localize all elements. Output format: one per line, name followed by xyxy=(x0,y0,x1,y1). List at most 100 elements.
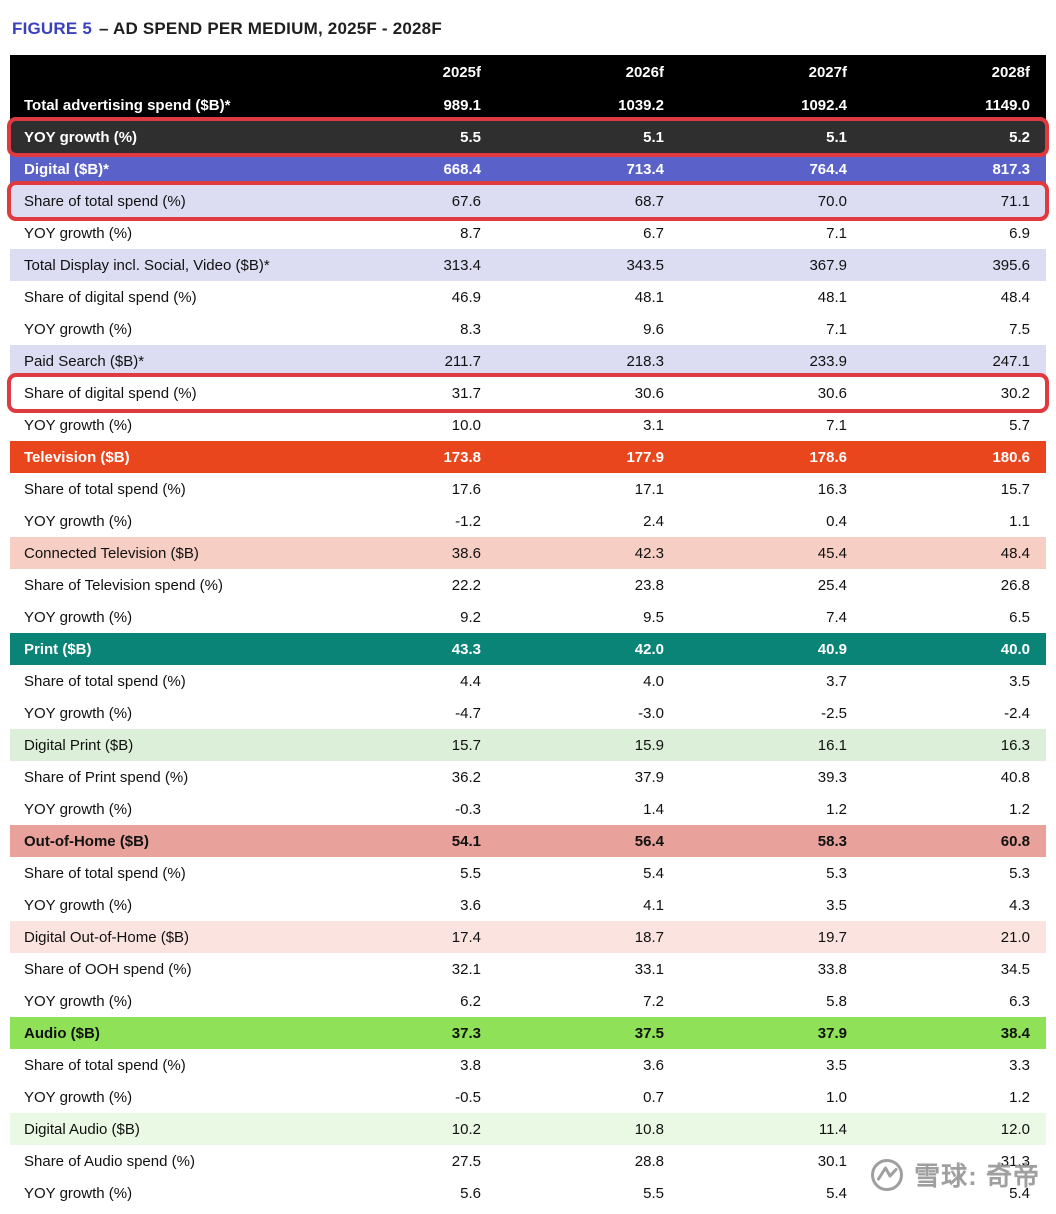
row-value: 67.6 xyxy=(451,192,481,210)
row-value: -1.2 xyxy=(455,512,481,530)
row-value: 6.2 xyxy=(460,992,481,1010)
row-value: 15.9 xyxy=(634,736,664,754)
row-value: 211.7 xyxy=(444,352,481,370)
row-label: Share of total spend (%) xyxy=(24,192,186,210)
row-value: 31.3 xyxy=(1000,1152,1030,1170)
row-value: 48.4 xyxy=(1000,544,1030,562)
row-value: 39.3 xyxy=(817,768,847,786)
row-value: 1.1 xyxy=(1009,512,1030,530)
row-label: Share of Television spend (%) xyxy=(24,576,223,594)
row-value: 9.6 xyxy=(643,320,664,338)
row-value: 6.9 xyxy=(1009,224,1030,242)
figure-title: FIGURE 5 – AD SPEND PER MEDIUM, 2025F - 2… xyxy=(12,19,1046,39)
row-label: Digital Print ($B) xyxy=(24,736,134,754)
row-value: 48.1 xyxy=(634,288,664,306)
row-value: 7.1 xyxy=(826,224,847,242)
table-row: Share of total spend (%) 4.4 4.0 3.7 3.5 xyxy=(10,665,1046,697)
row-value: 713.4 xyxy=(626,160,664,178)
row-value: -0.3 xyxy=(455,800,481,818)
row-value: 178.6 xyxy=(809,448,847,466)
row-value: 817.3 xyxy=(992,160,1030,178)
table-row: Share of digital spend (%) 46.9 48.1 48.1 48… xyxy=(10,281,1046,313)
row-value: 1092.4 xyxy=(801,96,847,114)
row-value: 233.9 xyxy=(809,352,847,370)
row-value: 7.2 xyxy=(643,992,664,1010)
row-value: 5.3 xyxy=(826,864,847,882)
row-value: 17.1 xyxy=(634,480,664,498)
table-row: YOY growth (%) 5.5 5.1 5.1 5.2 xyxy=(7,117,1049,157)
row-value: 16.1 xyxy=(817,736,847,754)
row-value: 4.4 xyxy=(460,672,481,690)
row-label: Connected Television ($B) xyxy=(24,544,199,562)
row-value: 5.1 xyxy=(643,128,664,146)
row-value: 56.4 xyxy=(634,832,664,850)
row-label: Out-of-Home ($B) xyxy=(24,832,149,850)
row-value: 7.1 xyxy=(826,416,847,434)
row-value: 173.8 xyxy=(443,448,481,466)
table-row: Share of total spend (%) 67.6 68.7 70.0 71.1 xyxy=(7,181,1049,221)
row-value: 40.0 xyxy=(1000,640,1030,658)
row-value: 1.0 xyxy=(826,1088,847,1106)
row-value: 0.4 xyxy=(826,512,847,530)
row-value: 31.7 xyxy=(451,384,481,402)
table-row: Digital ($B)* 668.4 713.4 764.4 817.3 xyxy=(10,153,1046,185)
row-label: Share of OOH spend (%) xyxy=(24,960,192,978)
row-label: Print ($B) xyxy=(24,640,92,658)
column-header: 2026f xyxy=(625,63,664,81)
row-label: Audio ($B) xyxy=(24,1024,100,1042)
row-value: 37.3 xyxy=(451,1024,481,1042)
row-label: Digital Audio ($B) xyxy=(24,1120,140,1138)
table-row: YOY growth (%) 6.2 7.2 5.8 6.3 xyxy=(10,985,1046,1017)
row-label: Share of digital spend (%) xyxy=(24,384,197,402)
row-value: 30.2 xyxy=(1000,384,1030,402)
row-value: 5.3 xyxy=(1009,864,1030,882)
row-label: YOY growth (%) xyxy=(24,416,133,434)
figure-subtitle: – AD SPEND PER MEDIUM, 2025F - 2028F xyxy=(99,19,442,38)
row-value: 17.4 xyxy=(451,928,481,946)
row-value: 58.3 xyxy=(817,832,847,850)
watermark-text: 雪球: 奇帝 xyxy=(914,1161,1040,1191)
table-row: Digital Out-of-Home ($B) 17.4 18.7 19.7 21.0 xyxy=(10,921,1046,953)
table-row: YOY growth (%) 3.6 4.1 3.5 4.3 xyxy=(10,889,1046,921)
table-row: Share of Television spend (%) 22.2 23.8 25.… xyxy=(10,569,1046,601)
row-value: 5.2 xyxy=(1009,128,1030,146)
row-value: 5.4 xyxy=(826,1184,847,1202)
table-row: YOY growth (%) 9.2 9.5 7.4 6.5 xyxy=(10,601,1046,633)
row-value: 34.5 xyxy=(1000,960,1030,978)
row-value: 5.5 xyxy=(643,1184,664,1202)
row-label: YOY growth (%) xyxy=(24,1088,133,1106)
table-row: YOY growth (%) 8.3 9.6 7.1 7.5 xyxy=(10,313,1046,345)
row-value: 3.5 xyxy=(826,1056,847,1074)
table-row: Share of digital spend (%) 31.7 30.6 30.6 30… xyxy=(7,373,1049,413)
row-value: 247.1 xyxy=(992,352,1030,370)
row-value: 38.4 xyxy=(1000,1024,1030,1042)
row-value: 27.5 xyxy=(451,1152,481,1170)
row-label: Share of digital spend (%) xyxy=(24,288,197,306)
row-label: Television ($B) xyxy=(24,448,130,466)
row-value: 21.0 xyxy=(1000,928,1030,946)
table-row: Television ($B) 173.8 177.9 178.6 180.6 xyxy=(10,441,1046,473)
row-value: 71.1 xyxy=(1000,192,1030,210)
row-value: 40.9 xyxy=(817,640,847,658)
figure-label: FIGURE 5 xyxy=(12,19,93,38)
row-value: 1.2 xyxy=(826,800,847,818)
row-label: YOY growth (%) xyxy=(24,512,133,530)
row-value: 16.3 xyxy=(1000,736,1030,754)
row-value: 11.4 xyxy=(818,1120,847,1138)
row-value: 4.1 xyxy=(643,896,664,914)
row-label: YOY growth (%) xyxy=(24,128,138,146)
row-label: YOY growth (%) xyxy=(24,1184,133,1202)
table-header-row: 2025f 2026f 2027f 2028f xyxy=(10,55,1046,89)
row-label: Share of total spend (%) xyxy=(24,672,186,690)
row-value: 10.0 xyxy=(451,416,481,434)
row-value: 5.8 xyxy=(826,992,847,1010)
row-value: 37.5 xyxy=(634,1024,664,1042)
row-value: -0.5 xyxy=(455,1088,481,1106)
row-label: Digital Out-of-Home ($B) xyxy=(24,928,190,946)
row-label: Share of total spend (%) xyxy=(24,864,186,882)
row-value: 367.9 xyxy=(809,256,847,274)
table-row: YOY growth (%) -4.7 -3.0 -2.5 -2.4 xyxy=(10,697,1046,729)
table-row: Print ($B) 43.3 42.0 40.9 40.0 xyxy=(10,633,1046,665)
row-value: 8.3 xyxy=(460,320,481,338)
